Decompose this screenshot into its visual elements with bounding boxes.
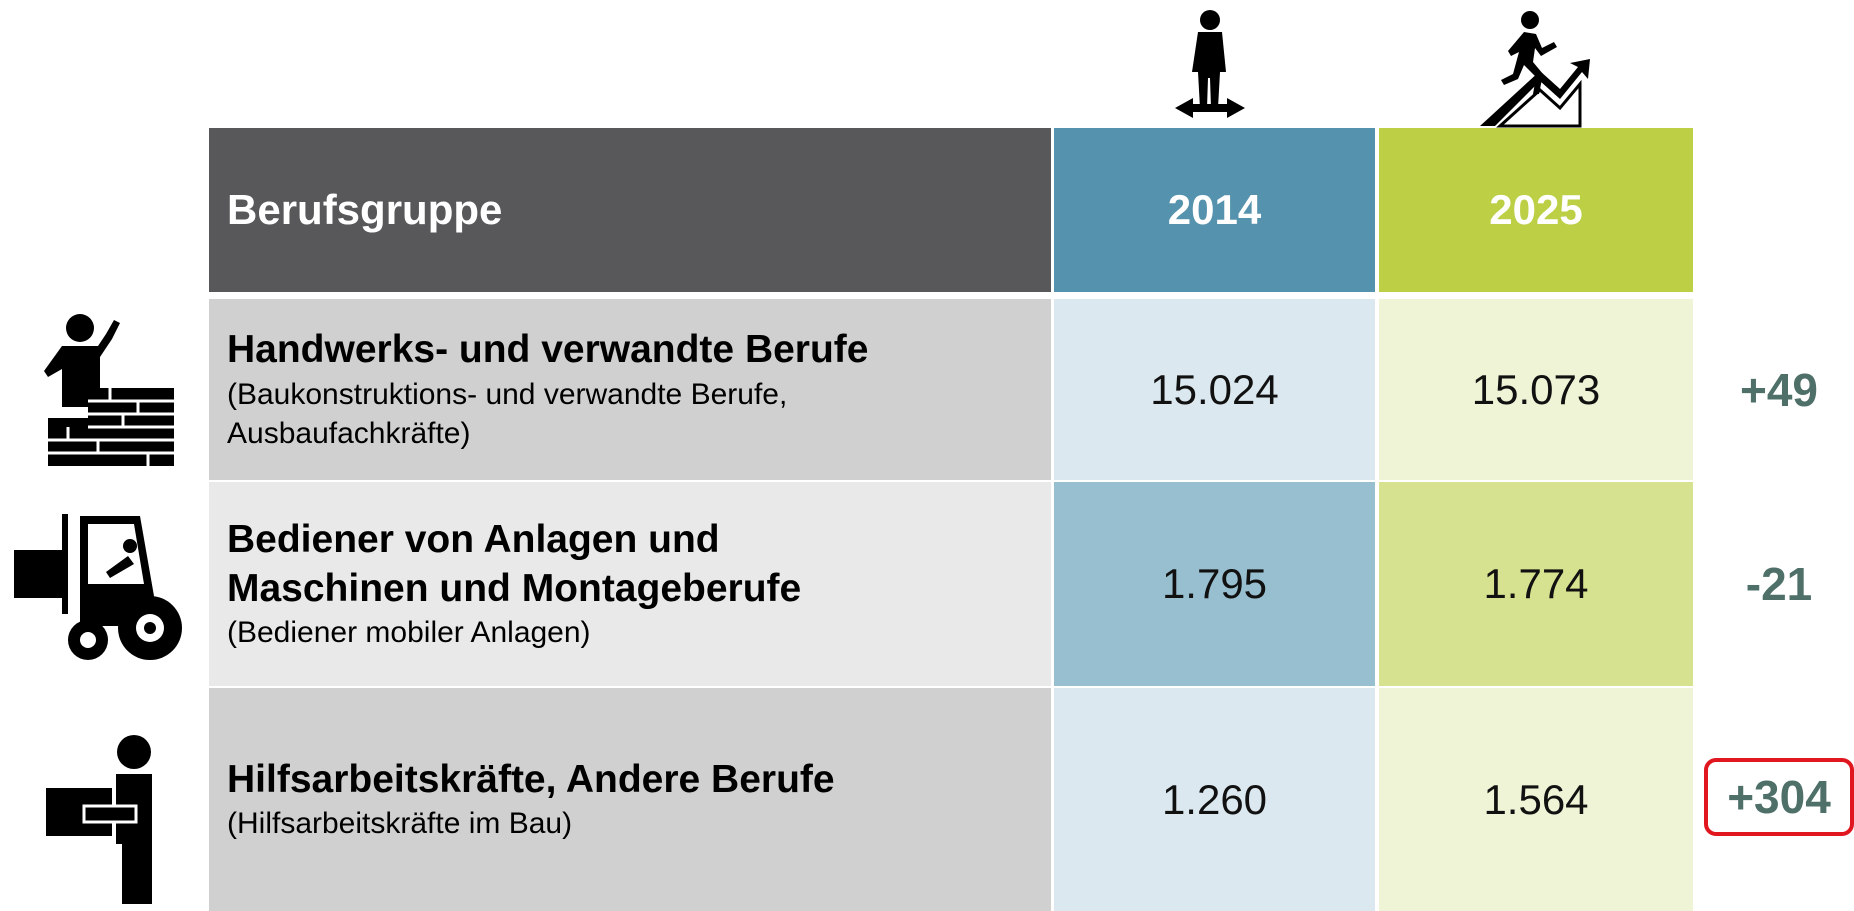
value-cell: 1.774	[1379, 482, 1693, 686]
change-value: -21	[1745, 558, 1813, 610]
mason-icon	[44, 314, 174, 466]
row-subtitle: (Bediener mobiler Anlagen)	[227, 616, 591, 650]
row-title: Handwerks- und verwandte Berufe	[227, 328, 869, 372]
change-value: +49	[1739, 363, 1819, 416]
row-title: Maschinen und Montageberufe	[227, 566, 802, 610]
value-text: 1.564	[1483, 775, 1589, 823]
value-cell: 1.795	[1054, 482, 1375, 686]
value-text: 1.260	[1161, 775, 1268, 823]
row-subtitle: Ausbaufachkräfte)	[227, 416, 471, 450]
forklift-icon	[14, 514, 182, 660]
value-cell: 15.073	[1379, 299, 1693, 480]
row-label: Bediener von Anlagen und Maschinen und Mo…	[209, 482, 1051, 686]
row-title: Bediener von Anlagen und	[227, 517, 720, 561]
row-label: Hilfsarbeitskräfte, Andere Berufe (Hilfsa…	[209, 688, 1051, 911]
value-text: 1.774	[1483, 560, 1589, 607]
climbing-icon	[1480, 11, 1590, 128]
value-text: 1.795	[1161, 560, 1268, 607]
row-title: Hilfsarbeitskräfte, Andere Berufe	[227, 757, 835, 801]
header-text: 2014	[1167, 186, 1262, 233]
value-cell: 1.260	[1054, 688, 1375, 911]
header-cell: 2025	[1379, 128, 1693, 292]
value-text: 15.024	[1150, 365, 1279, 413]
businessman-icon	[1175, 10, 1245, 118]
header-text: Berufsgruppe	[227, 186, 503, 233]
worker-box-icon	[46, 735, 152, 904]
row-subtitle: (Baukonstruktions- und verwandte Berufe,	[227, 377, 788, 411]
value-cell: 1.564	[1379, 688, 1693, 911]
header-cell: Berufsgruppe	[209, 128, 1051, 292]
value-text: 15.073	[1471, 365, 1601, 413]
row-subtitle: (Hilfsarbeitskräfte im Bau)	[227, 807, 573, 841]
header-cell: 2014	[1054, 128, 1375, 292]
row-label: Handwerks- und verwandte Berufe (Baukonst…	[209, 299, 1051, 480]
header-text: 2025	[1489, 186, 1583, 233]
change-value: +304	[1704, 757, 1854, 836]
value-cell: 15.024	[1054, 299, 1375, 480]
